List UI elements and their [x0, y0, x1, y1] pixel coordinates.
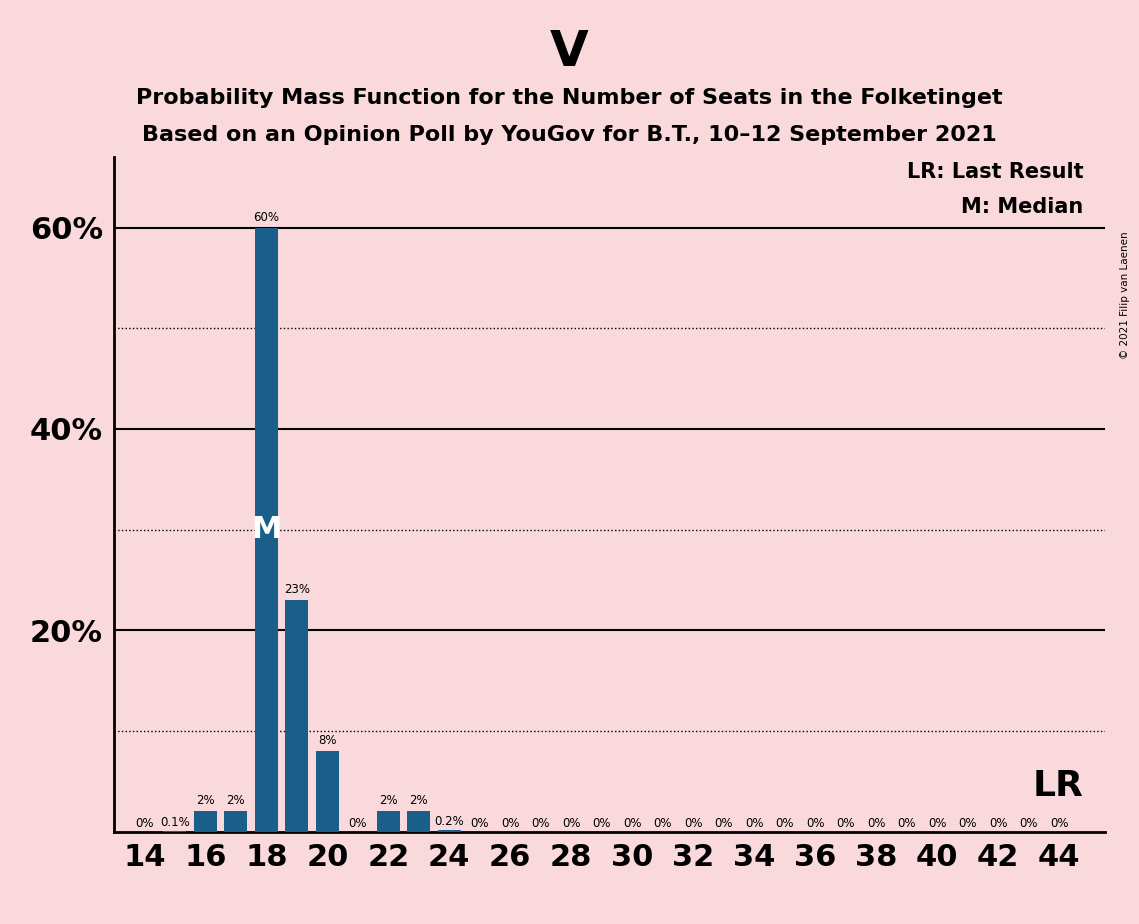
Text: 0%: 0% — [928, 817, 947, 830]
Text: 0%: 0% — [470, 817, 489, 830]
Text: 23%: 23% — [284, 583, 310, 596]
Text: M: Median: M: Median — [961, 198, 1083, 217]
Text: 2%: 2% — [227, 795, 245, 808]
Text: 8%: 8% — [318, 734, 337, 747]
Text: © 2021 Filip van Laenen: © 2021 Filip van Laenen — [1120, 231, 1130, 359]
Text: 0%: 0% — [654, 817, 672, 830]
Text: 0%: 0% — [898, 817, 916, 830]
Text: Probability Mass Function for the Number of Seats in the Folketinget: Probability Mass Function for the Number… — [137, 88, 1002, 108]
Bar — [224, 811, 247, 832]
Bar — [164, 831, 187, 832]
Text: 0%: 0% — [562, 817, 581, 830]
Text: 0%: 0% — [1019, 817, 1038, 830]
Text: 0%: 0% — [532, 817, 550, 830]
Text: 0%: 0% — [623, 817, 641, 830]
Text: 0%: 0% — [136, 817, 154, 830]
Text: 2%: 2% — [379, 795, 398, 808]
Text: 0%: 0% — [349, 817, 367, 830]
Text: 0%: 0% — [1050, 817, 1068, 830]
Text: 0%: 0% — [776, 817, 794, 830]
Bar — [408, 811, 431, 832]
Text: 2%: 2% — [196, 795, 214, 808]
Text: 0%: 0% — [592, 817, 611, 830]
Text: 0%: 0% — [989, 817, 1007, 830]
Text: 0%: 0% — [958, 817, 977, 830]
Bar — [286, 600, 309, 832]
Text: 60%: 60% — [253, 211, 279, 224]
Text: 0%: 0% — [683, 817, 703, 830]
Text: 0.1%: 0.1% — [159, 816, 190, 829]
Bar — [255, 227, 278, 832]
Text: V: V — [550, 28, 589, 76]
Text: 2%: 2% — [410, 795, 428, 808]
Text: 0%: 0% — [867, 817, 885, 830]
Text: 0%: 0% — [714, 817, 734, 830]
Bar — [437, 830, 460, 832]
Text: 0.2%: 0.2% — [434, 815, 465, 828]
Text: M: M — [252, 515, 281, 544]
Text: 0%: 0% — [501, 817, 519, 830]
Text: 0%: 0% — [806, 817, 825, 830]
Text: LR: Last Result: LR: Last Result — [907, 162, 1083, 182]
Bar — [316, 751, 338, 832]
Text: Based on an Opinion Poll by YouGov for B.T., 10–12 September 2021: Based on an Opinion Poll by YouGov for B… — [142, 125, 997, 145]
Text: 0%: 0% — [745, 817, 763, 830]
Bar — [377, 811, 400, 832]
Bar — [194, 811, 216, 832]
Text: LR: LR — [1033, 770, 1083, 803]
Text: 0%: 0% — [836, 817, 855, 830]
